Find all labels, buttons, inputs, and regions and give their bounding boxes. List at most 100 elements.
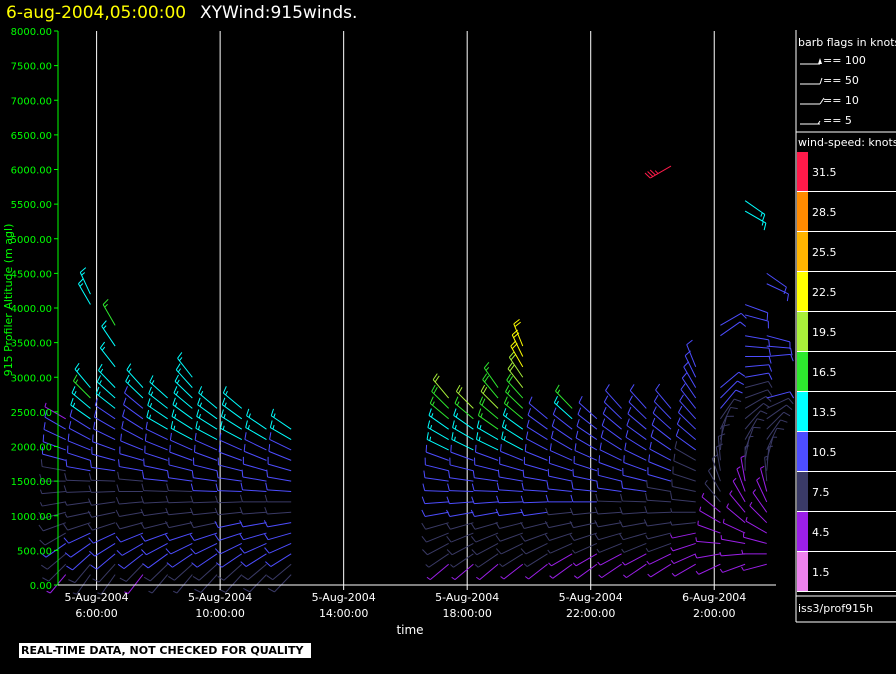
barb-flag [482, 386, 488, 394]
barb-flag [264, 494, 268, 503]
barb-half-flag [621, 548, 625, 553]
wind-barb [117, 553, 144, 570]
barb-staff [92, 441, 116, 451]
wind-barb [432, 373, 450, 399]
barb-staff [600, 436, 622, 451]
barb-staff [575, 437, 598, 451]
barb-flag [219, 432, 222, 441]
barb-staff [272, 563, 292, 581]
barb-flag [446, 509, 451, 517]
barb-flag [479, 396, 484, 404]
barb-half-flag [39, 502, 43, 507]
wind-barb [577, 407, 598, 430]
barb-staff [267, 476, 292, 482]
wind-barb [140, 521, 168, 529]
barb-half-flag [760, 212, 763, 217]
barb-staff [477, 553, 499, 568]
barb-flag [264, 547, 270, 554]
barb-staff [168, 501, 193, 504]
wind-barb [766, 404, 793, 420]
barb-flag [266, 469, 269, 478]
barb-staff [77, 283, 91, 305]
barb-half-flag [694, 554, 698, 559]
barb-staff [744, 410, 761, 430]
wind-barb [474, 457, 499, 472]
barb-staff [449, 501, 474, 505]
wind-barb [760, 465, 768, 492]
wind-barb [263, 520, 292, 528]
barb-staff [123, 553, 144, 570]
barb-staff [267, 463, 292, 472]
wind-barb [143, 563, 168, 582]
barb-staff [601, 563, 622, 579]
wind-barb [215, 483, 242, 493]
wind-barb [239, 494, 267, 503]
wind-barb [222, 386, 243, 409]
barb-half-flag [76, 367, 80, 372]
wind-barb [168, 563, 193, 581]
wind-barb [513, 318, 524, 347]
wind-barb [722, 518, 746, 534]
barb-flag [126, 363, 132, 371]
barb-staff [70, 404, 91, 420]
barb-staff [628, 401, 647, 420]
wind-barb [470, 522, 499, 530]
barb-flag [265, 561, 272, 567]
barb-half-flag [429, 424, 433, 430]
wind-barb [479, 396, 499, 420]
barb-staff [704, 483, 721, 503]
barb-flag [191, 562, 198, 568]
wind-barb [141, 483, 168, 493]
wind-barb [175, 363, 193, 388]
barb-flag [455, 384, 461, 392]
barb-flag [165, 495, 169, 503]
barb-staff [622, 487, 647, 493]
wind-barb [70, 397, 91, 420]
barb-flag [768, 356, 772, 364]
wind-barb [122, 409, 144, 430]
wind-barb [501, 419, 524, 440]
barb-flag [450, 444, 452, 453]
wind-barb [495, 508, 523, 517]
wind-barb [470, 509, 499, 517]
barb-flag [655, 383, 661, 391]
barb-staff [572, 488, 597, 493]
barb-staff [552, 425, 573, 440]
wind-barb [523, 553, 548, 567]
barb-staff [766, 437, 774, 461]
wind-barb [505, 385, 524, 409]
wind-barb [597, 553, 622, 566]
wind-barb [93, 410, 116, 430]
barb-staff [649, 448, 672, 461]
barb-half-flag [572, 549, 576, 554]
barb-staff [120, 440, 144, 451]
wind-barb [428, 408, 449, 430]
barb-staff [622, 522, 647, 528]
wind-barb [671, 563, 696, 577]
barb-staff [624, 449, 647, 461]
wind-barb [448, 470, 474, 482]
wind-barb [268, 444, 292, 461]
barb-staff [244, 438, 267, 451]
barb-flag [195, 421, 198, 429]
wind-barb [197, 397, 218, 420]
barb-flag [734, 398, 742, 402]
barb-staff [144, 452, 168, 461]
y-tick-label-1: 500.00 [17, 546, 52, 557]
wind-barb [629, 384, 647, 409]
barb-staff [118, 501, 143, 505]
barb-half-flag [741, 549, 744, 554]
barb-half-flag [104, 303, 108, 308]
wind-barb [264, 494, 292, 503]
wind-barb [675, 428, 697, 451]
barb-staff [686, 344, 697, 368]
barb-staff [503, 563, 524, 580]
quality-notice: REAL-TIME DATA, NOT CHECKED FOR QUALITY [21, 644, 304, 657]
barb-staff [173, 392, 193, 409]
barb-half-flag [224, 402, 227, 407]
barb-staff [150, 563, 168, 582]
wind-barb [91, 446, 116, 461]
wind-barb [652, 406, 672, 430]
barb-staff [476, 543, 499, 556]
barb-staff [764, 457, 768, 482]
